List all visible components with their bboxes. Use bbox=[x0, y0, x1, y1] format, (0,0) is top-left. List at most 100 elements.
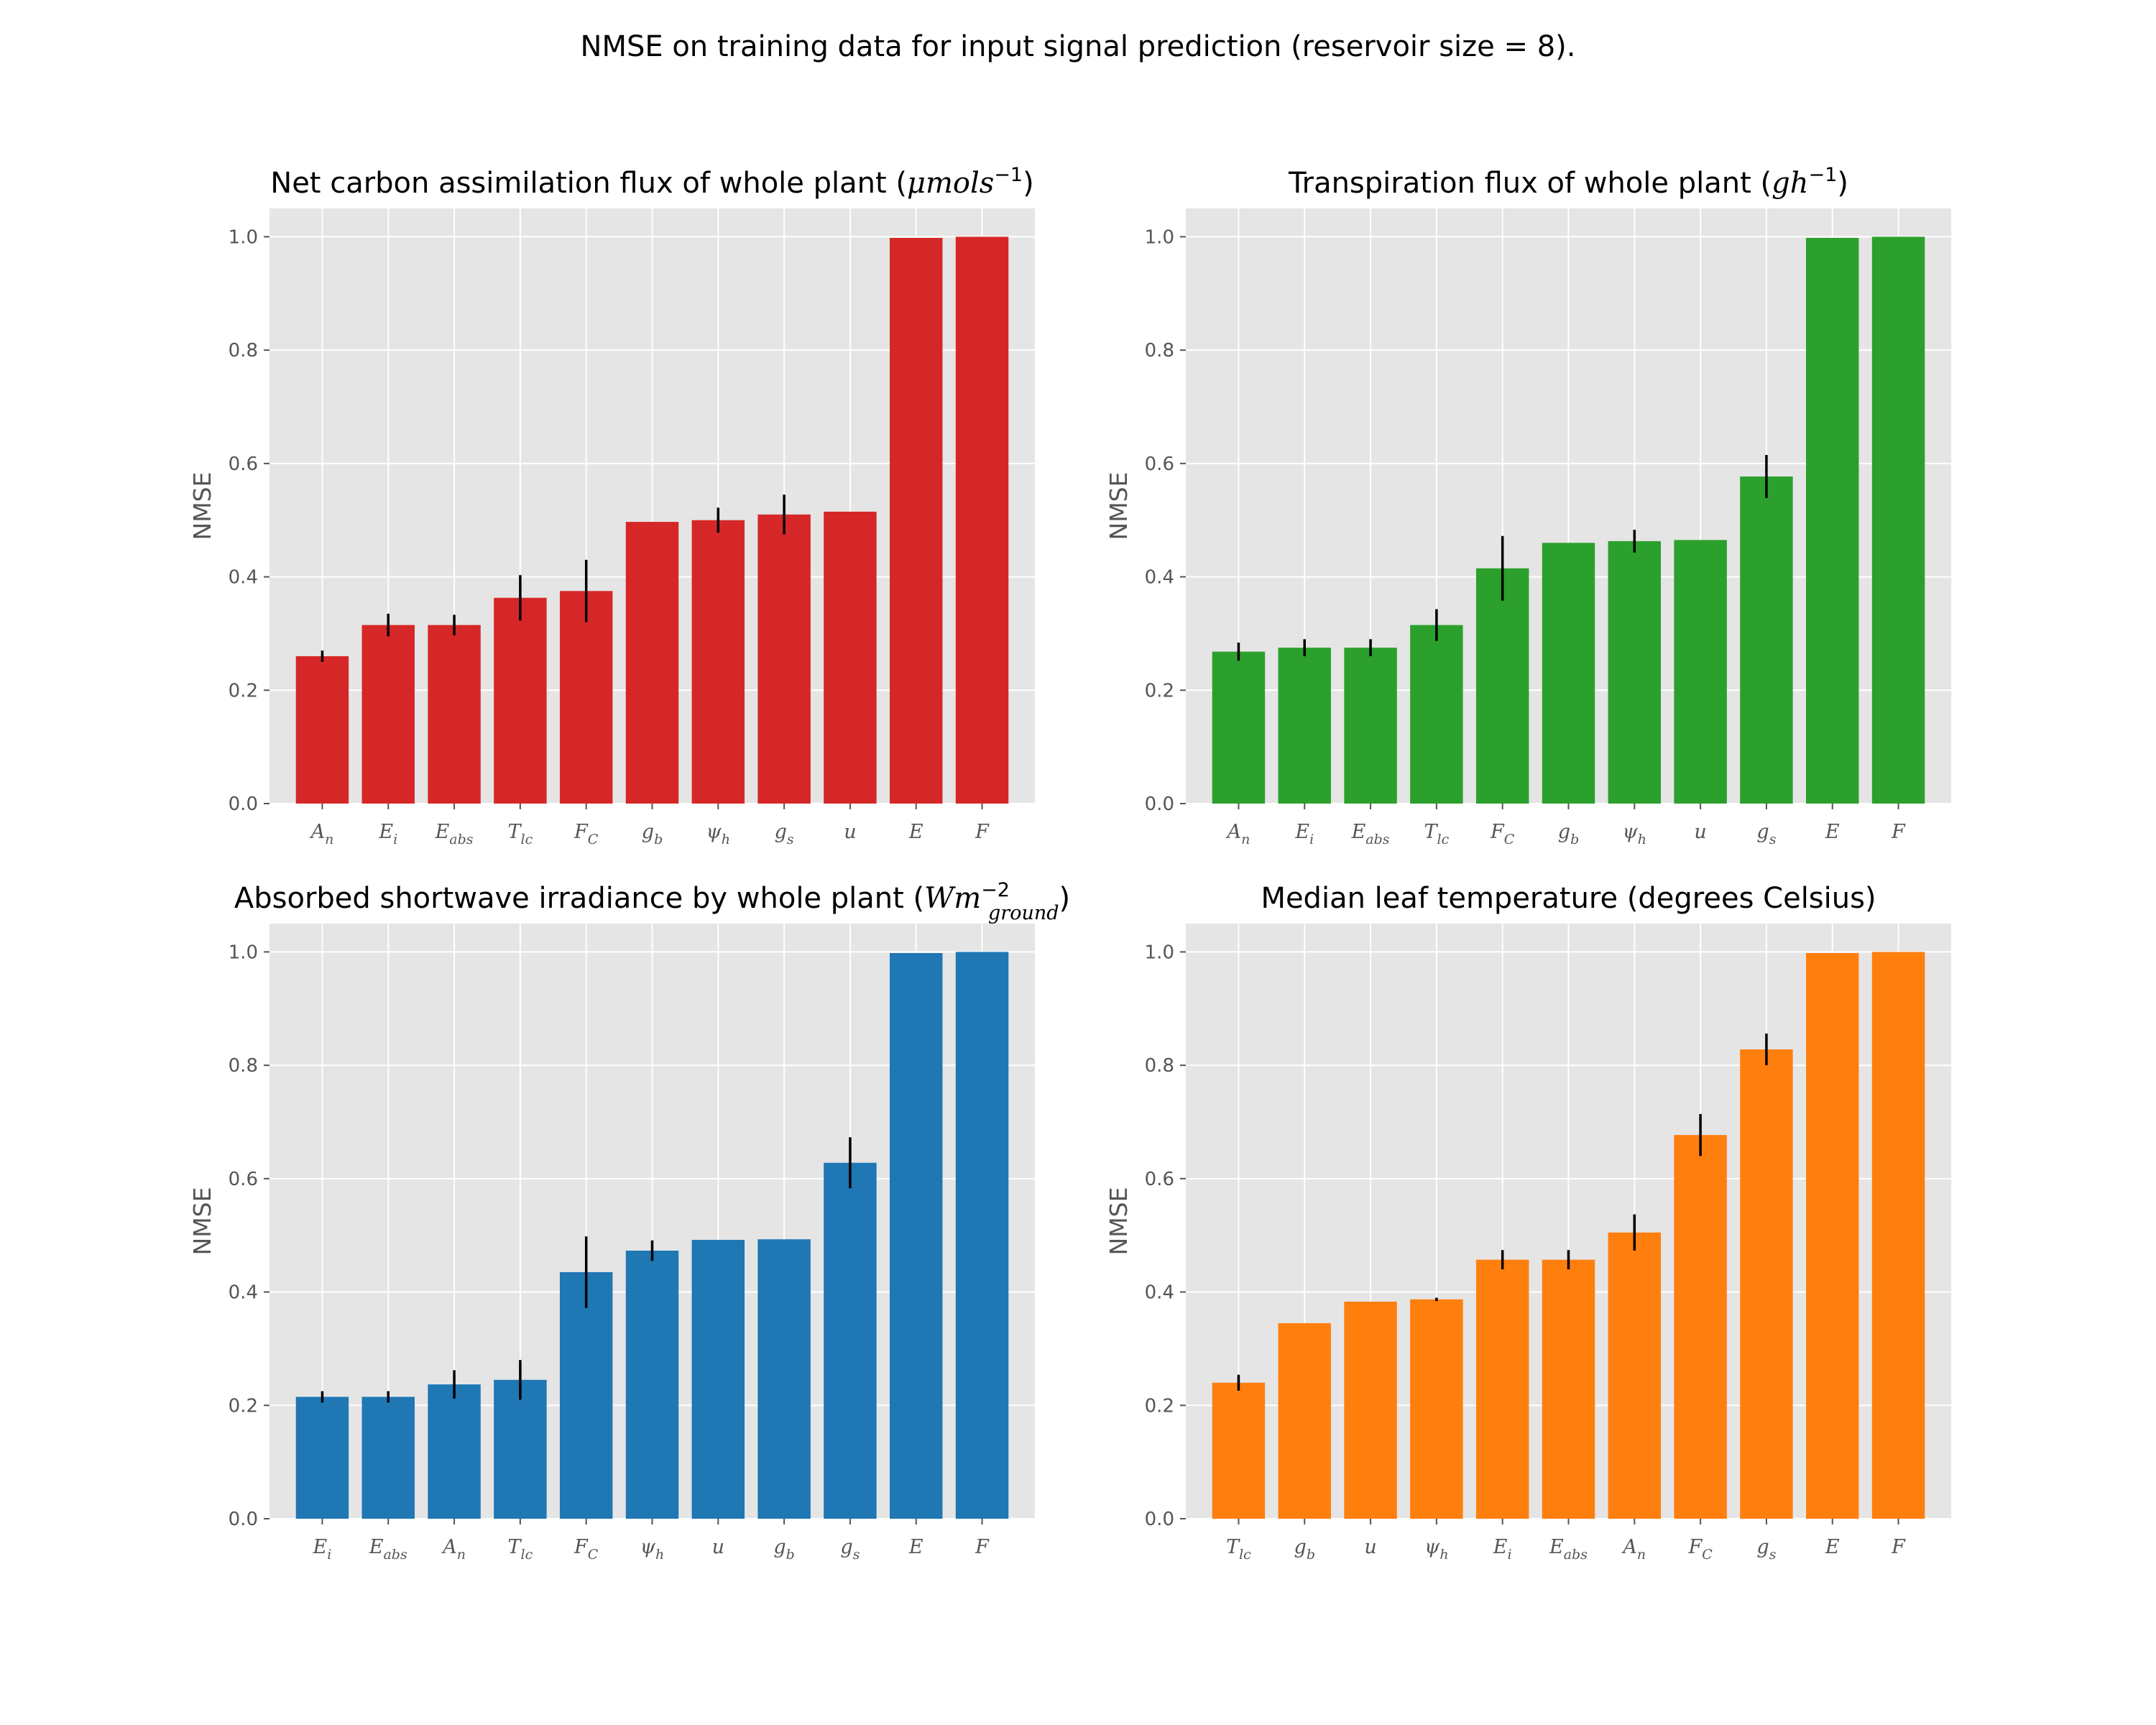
x-tick-label: Ei bbox=[313, 1536, 332, 1563]
bar bbox=[1212, 1382, 1266, 1519]
bar bbox=[1740, 1049, 1793, 1519]
x-tick-label: gs bbox=[1756, 821, 1776, 847]
x-tick-label: Ei bbox=[1493, 1536, 1512, 1563]
panel-title: Median leaf temperature (degrees Celsius… bbox=[1261, 882, 1876, 915]
x-tick-label: FC bbox=[1490, 821, 1515, 847]
x-tick-label: F bbox=[1891, 821, 1906, 843]
x-tick-label: u bbox=[1364, 1536, 1376, 1558]
y-tick-label: 0.0 bbox=[229, 794, 258, 815]
bar bbox=[1806, 238, 1859, 804]
y-tick-label: 0.4 bbox=[229, 567, 258, 589]
x-tick-label: E bbox=[908, 1536, 923, 1558]
y-tick-label: 0.6 bbox=[1145, 1169, 1174, 1190]
x-tick-label: E bbox=[1825, 821, 1840, 843]
x-tick-label: An bbox=[309, 821, 334, 847]
x-tick-label: gb bbox=[1294, 1536, 1315, 1563]
bar bbox=[691, 520, 745, 804]
x-tick-label: FC bbox=[573, 1536, 599, 1563]
bar bbox=[1475, 568, 1529, 804]
x-tick-label: gb bbox=[642, 821, 663, 847]
bar bbox=[824, 1162, 877, 1519]
y-tick-label: 0.0 bbox=[1145, 1509, 1174, 1530]
bar bbox=[955, 236, 1009, 804]
x-tick-label: FC bbox=[573, 821, 599, 847]
x-tick-label: Eabs bbox=[369, 1536, 407, 1563]
y-tick-label: 1.0 bbox=[229, 942, 258, 963]
x-tick-label: u bbox=[844, 821, 856, 843]
x-tick-label: Ei bbox=[378, 821, 397, 847]
y-tick-label: 0.6 bbox=[1145, 454, 1174, 475]
x-tick-label: u bbox=[1694, 821, 1706, 843]
x-tick-label: u bbox=[712, 1536, 724, 1558]
bar bbox=[955, 952, 1009, 1519]
bar bbox=[824, 511, 877, 804]
bar bbox=[1542, 543, 1595, 804]
x-tick-label: F bbox=[1891, 1536, 1906, 1558]
panel-title: Transpiration flux of whole plant (gh−1) bbox=[1288, 164, 1848, 200]
x-tick-label: E bbox=[1825, 1536, 1840, 1558]
x-tick-label: ψh bbox=[1424, 1536, 1448, 1563]
x-tick-label: gs bbox=[840, 1536, 860, 1563]
x-tick-label: FC bbox=[1687, 1536, 1713, 1563]
x-tick-label: Tlc bbox=[1424, 821, 1450, 847]
y-tick-label: 0.2 bbox=[1145, 1395, 1174, 1417]
y-axis-label: NMSE bbox=[1105, 472, 1133, 540]
x-tick-label: Tlc bbox=[1226, 1536, 1251, 1563]
bar bbox=[625, 522, 679, 804]
y-tick-label: 0.0 bbox=[1145, 794, 1174, 815]
y-tick-label: 0.0 bbox=[229, 1509, 258, 1530]
y-tick-label: 0.8 bbox=[229, 340, 258, 362]
bar bbox=[757, 1239, 811, 1519]
y-tick-label: 0.2 bbox=[229, 1395, 258, 1417]
x-tick-label: gb bbox=[773, 1536, 794, 1563]
y-tick-label: 0.6 bbox=[229, 1169, 258, 1190]
y-tick-label: 0.2 bbox=[1145, 680, 1174, 702]
bar bbox=[1674, 540, 1727, 804]
bar bbox=[494, 597, 547, 804]
x-tick-label: An bbox=[1225, 821, 1250, 847]
y-tick-label: 0.4 bbox=[1145, 567, 1174, 589]
x-tick-label: F bbox=[975, 821, 990, 843]
y-axis-label: NMSE bbox=[188, 1187, 216, 1256]
bar bbox=[1740, 476, 1793, 804]
y-tick-label: 0.6 bbox=[229, 454, 258, 475]
x-tick-label: F bbox=[975, 1536, 990, 1558]
bar bbox=[1806, 953, 1859, 1519]
bar bbox=[428, 625, 481, 804]
x-tick-label: An bbox=[441, 1536, 466, 1563]
bar bbox=[428, 1384, 481, 1519]
x-tick-label: Tlc bbox=[508, 1536, 533, 1563]
x-tick-label: ψh bbox=[1623, 821, 1646, 847]
bar bbox=[295, 656, 349, 804]
y-axis-label: NMSE bbox=[188, 472, 216, 540]
bar bbox=[890, 238, 943, 804]
panel-title: Absorbed shortwave irradiance by whole p… bbox=[234, 879, 1070, 924]
bar bbox=[559, 591, 613, 804]
x-tick-label: Tlc bbox=[508, 821, 533, 847]
x-tick-label: gs bbox=[775, 821, 794, 847]
bar bbox=[559, 1271, 613, 1519]
bar bbox=[1212, 651, 1266, 804]
bar bbox=[1608, 540, 1662, 804]
x-tick-label: Eabs bbox=[435, 821, 474, 847]
bar bbox=[1278, 1322, 1331, 1519]
chart-panel-3: 0.0 0.2 0.4 0.6 0.8 1.0 Ei Eabs An Tlc FC ψh u gb gs E F… bbox=[188, 879, 1070, 1563]
x-tick-label: gs bbox=[1756, 1536, 1776, 1563]
x-tick-label: ψh bbox=[706, 821, 730, 847]
x-tick-label: gb bbox=[1558, 821, 1579, 847]
bar bbox=[625, 1251, 679, 1519]
chart-panel-2: 0.0 0.2 0.4 0.6 0.8 1.0 An Ei Eabs Tlc FC gb ψh u gs E F… bbox=[1105, 164, 1951, 847]
bar bbox=[1674, 1135, 1727, 1519]
bar bbox=[1475, 1259, 1529, 1519]
bar bbox=[1278, 648, 1331, 804]
y-tick-label: 1.0 bbox=[1145, 942, 1174, 963]
x-tick-label: ψh bbox=[640, 1536, 664, 1563]
bar bbox=[295, 1397, 349, 1519]
y-tick-label: 0.4 bbox=[1145, 1282, 1174, 1304]
bar bbox=[361, 1397, 415, 1519]
bar bbox=[1344, 1301, 1397, 1519]
bar bbox=[494, 1379, 547, 1519]
y-tick-label: 0.8 bbox=[229, 1055, 258, 1077]
